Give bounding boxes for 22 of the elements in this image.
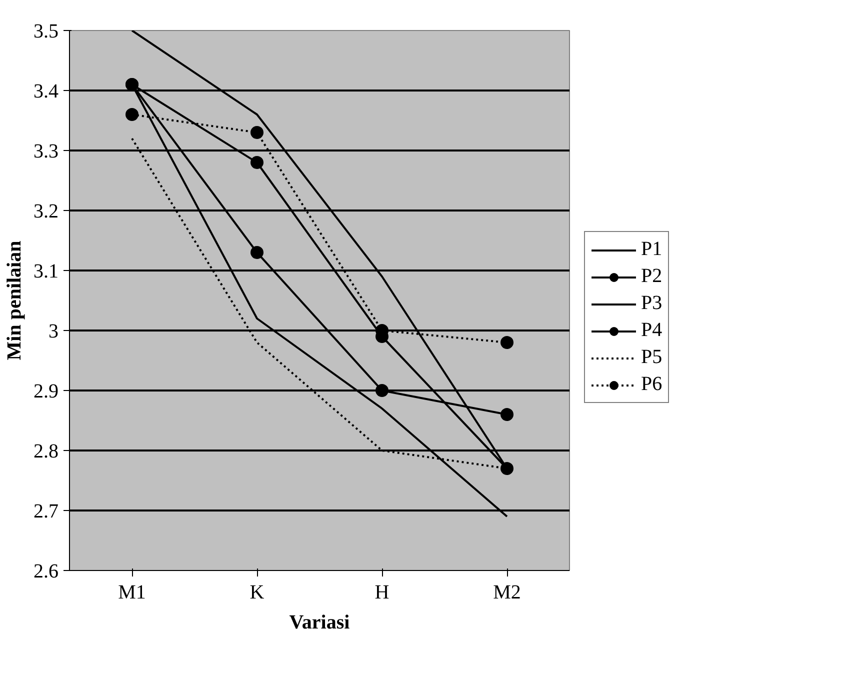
legend-label: P6 <box>641 373 662 396</box>
y-tick-label: 2.6 <box>34 560 58 582</box>
y-tick-label: 3.4 <box>34 80 58 102</box>
legend-label: P1 <box>641 238 662 261</box>
y-tick-label: 3.3 <box>34 140 58 162</box>
y-tick-label: 3.2 <box>34 200 58 222</box>
x-axis-title: Variasi <box>289 612 350 634</box>
y-tick-label: 2.8 <box>34 440 58 462</box>
legend-label: P5 <box>641 346 662 369</box>
x-tick-label: K <box>250 582 265 604</box>
legend-label: P3 <box>641 292 662 315</box>
legend-label: P2 <box>641 265 662 288</box>
y-tick-label: 3.5 <box>34 20 58 42</box>
y-tick-label: 2.9 <box>34 380 58 402</box>
x-tick-label: M1 <box>118 582 146 604</box>
y-axis-title: Min penilaian <box>4 240 26 360</box>
x-tick-label: H <box>374 582 390 604</box>
y-tick-label: 3.1 <box>34 260 58 282</box>
y-tick-label: 2.7 <box>34 500 58 522</box>
x-tick-label: M2 <box>493 582 521 604</box>
y-tick-label: 3 <box>48 320 58 342</box>
legend-label: P4 <box>641 319 662 342</box>
